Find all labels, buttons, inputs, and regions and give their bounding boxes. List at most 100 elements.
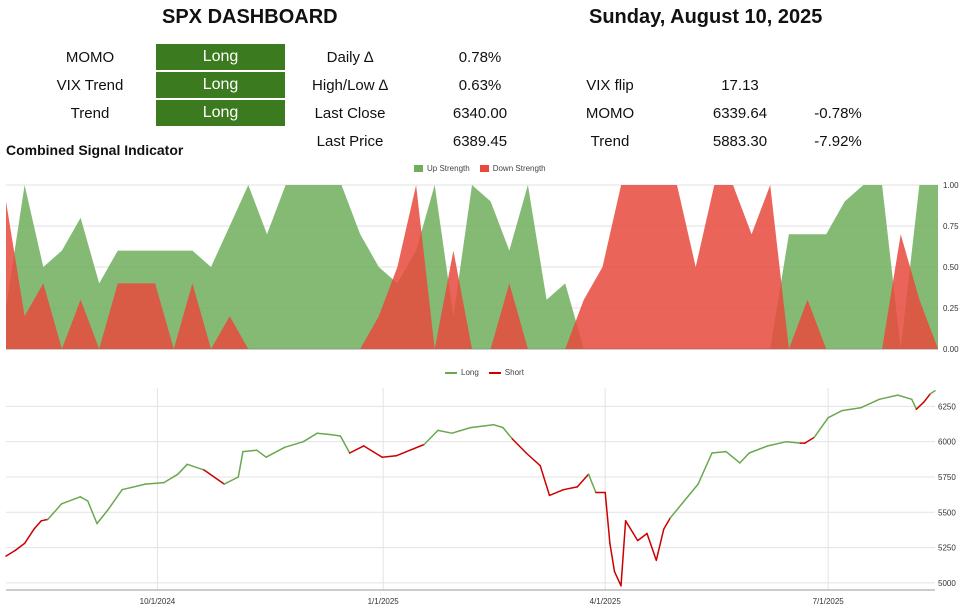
level-label-trend: Trend [590, 133, 630, 150]
long-segment [725, 450, 741, 464]
stat-label-last-close: Last Close [314, 105, 386, 122]
long-segment [265, 446, 286, 458]
short-segment [620, 520, 627, 587]
long-segment [785, 440, 802, 444]
down-strength-area [6, 185, 938, 349]
long-segment [748, 445, 769, 454]
y-tick-label: 0.75 [943, 222, 959, 231]
short-segment [655, 528, 665, 562]
short-segment [381, 455, 397, 458]
short-segment [33, 520, 43, 531]
long-segment [911, 398, 918, 410]
short-segment [604, 491, 611, 545]
signal-strength-chart: 0.00 0.25 0.50 0.75 1.00 [6, 181, 959, 354]
short-segment [613, 570, 622, 587]
long-segment [242, 449, 258, 453]
short-segment [915, 401, 925, 410]
long-segment [163, 473, 179, 484]
short-segment [804, 436, 815, 444]
signal-label-trend: Trend [70, 105, 110, 122]
short-segment [562, 486, 579, 491]
short-segment [525, 452, 541, 467]
short-segment [609, 542, 616, 573]
long-segment [813, 416, 829, 439]
long-segment [827, 409, 843, 419]
short-segment [646, 532, 658, 562]
short-segment [923, 392, 932, 403]
long-segment [423, 429, 439, 446]
x-tick-label: 7/1/2025 [813, 597, 845, 606]
level-value-vix-flip: 17.13 [721, 77, 759, 94]
long-segment [79, 496, 89, 502]
long-segment [878, 394, 899, 401]
legend-label-up: Up Strength [427, 164, 470, 173]
level-label-vix-flip: VIX flip [586, 77, 634, 94]
legend-line-short [488, 371, 501, 374]
stat-label-daily-delta: Daily ∆ [326, 49, 374, 66]
long-segment [683, 483, 699, 502]
short-segment [662, 517, 671, 531]
signal-label-momo: MOMO [65, 49, 115, 66]
long-segment [107, 488, 123, 511]
long-segment [302, 432, 318, 443]
signal-legend: Up Strength Down Strength [414, 164, 546, 173]
y-tick-label: 5250 [938, 544, 956, 553]
long-segment [711, 450, 727, 454]
long-segment [492, 423, 504, 429]
short-segment [395, 443, 425, 457]
long-segment [144, 481, 165, 485]
dashboard-title: SPX DASHBOARD [162, 6, 338, 28]
x-tick-label: 10/1/2024 [140, 597, 176, 606]
stat-value-high-low-delta: 0.63% [458, 77, 502, 94]
section-title: Combined Signal Indicator [6, 142, 184, 158]
long-segment [587, 473, 597, 494]
legend-swatch-down [479, 165, 489, 172]
signal-label-vix-trend: VIX Trend [56, 77, 124, 94]
dashboard-date: Sunday, August 10, 2025 [589, 6, 823, 28]
level-pct-momo: -0.78% [814, 105, 862, 122]
price-chart: 5000 5250 5500 5750 6000 6250 10/1/2024 1/1/202… [5, 388, 956, 606]
signal-badge-vix-trend: Long [156, 72, 285, 98]
y-tick-label: 5500 [938, 508, 956, 517]
long-segment [697, 452, 713, 485]
legend-swatch-up [414, 165, 423, 172]
legend-label-short: Short [504, 368, 524, 377]
long-segment [669, 500, 685, 519]
y-tick-label: 0.50 [943, 263, 959, 272]
legend-label-down: Down Strength [492, 164, 546, 173]
long-segment [767, 440, 788, 447]
y-tick-label: 0.00 [943, 345, 959, 354]
long-segment [256, 449, 267, 458]
short-segment [5, 549, 17, 557]
long-segment [121, 483, 147, 491]
long-segment [929, 390, 936, 395]
stat-label-high-low-delta: High/Low ∆ [312, 77, 388, 94]
long-segment [96, 508, 109, 525]
long-segment [502, 426, 514, 440]
signal-badge-trend: Long [156, 100, 285, 126]
short-segment [14, 542, 26, 552]
long-segment [859, 398, 881, 409]
long-segment [437, 429, 453, 434]
long-segment [897, 394, 913, 401]
stat-label-last-price: Last Price [316, 133, 384, 150]
short-segment [203, 469, 226, 485]
long-segment [316, 432, 332, 436]
short-segment [372, 450, 383, 458]
x-tick-label: 4/1/2025 [590, 597, 622, 606]
long-segment [451, 426, 472, 434]
long-segment [186, 463, 205, 471]
stat-value-daily-delta: 0.78% [458, 49, 502, 66]
short-segment [511, 438, 527, 454]
long-segment [283, 440, 305, 449]
y-tick-label: 5000 [938, 579, 956, 588]
long-segment [841, 407, 862, 412]
y-tick-label: 0.25 [943, 304, 959, 313]
short-segment [362, 445, 374, 453]
long-segment [223, 476, 240, 485]
short-segment [548, 488, 565, 497]
short-segment [636, 532, 648, 542]
y-tick-label: 6000 [938, 438, 956, 447]
legend-label-long: Long [461, 368, 479, 377]
long-segment [47, 503, 63, 521]
